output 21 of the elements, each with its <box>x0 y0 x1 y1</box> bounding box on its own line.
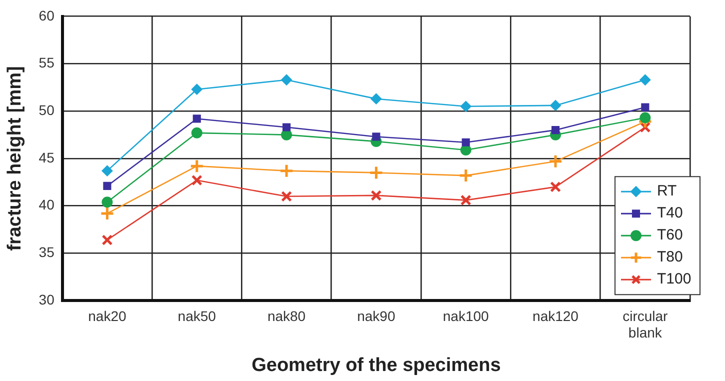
legend-label: T40 <box>657 204 683 222</box>
x-axis-title: Geometry of the specimens <box>252 354 501 376</box>
y-tick-label: 45 <box>38 149 55 166</box>
y-tick-label: 35 <box>38 244 55 260</box>
y-tick-label: 55 <box>38 54 55 71</box>
y-tick-label: 50 <box>38 102 55 118</box>
y-tick-label: 60 <box>38 7 55 24</box>
x-tick-label: circular blank <box>622 308 668 341</box>
x-tick-label: nak80 <box>267 308 306 324</box>
y-axis-title: fracture height [mm] <box>4 66 26 251</box>
x-tick-label: nak20 <box>88 308 126 324</box>
legend-label: RT <box>657 182 677 200</box>
x-tick-label: nak120 <box>532 308 579 324</box>
y-tick-label: 40 <box>38 196 55 213</box>
x-tick-label: nak50 <box>178 308 216 324</box>
legend-label: T60 <box>657 226 683 244</box>
x-tick-label: nak100 <box>442 308 490 324</box>
legend-label: T100 <box>657 270 692 288</box>
legend-label: T80 <box>657 248 683 266</box>
y-tick-label: 30 <box>38 291 55 308</box>
x-tick-label: nak90 <box>357 308 396 324</box>
